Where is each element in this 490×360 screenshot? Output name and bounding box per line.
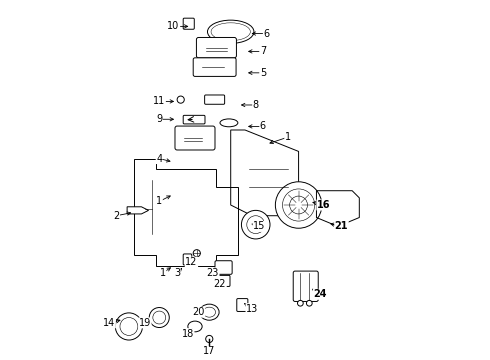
Circle shape bbox=[297, 300, 303, 306]
Circle shape bbox=[193, 249, 200, 257]
Text: 23: 23 bbox=[207, 268, 219, 278]
Text: 3: 3 bbox=[174, 268, 180, 278]
Text: 12: 12 bbox=[185, 257, 197, 267]
Text: 2: 2 bbox=[113, 211, 120, 221]
FancyBboxPatch shape bbox=[175, 126, 215, 150]
Polygon shape bbox=[127, 207, 148, 214]
Circle shape bbox=[115, 313, 143, 340]
Circle shape bbox=[206, 336, 213, 342]
Circle shape bbox=[306, 300, 312, 306]
Text: 17: 17 bbox=[203, 346, 216, 356]
Text: 13: 13 bbox=[246, 303, 258, 314]
Text: 22: 22 bbox=[214, 279, 226, 289]
Text: 5: 5 bbox=[260, 68, 266, 78]
Text: 18: 18 bbox=[182, 329, 194, 339]
Text: 4: 4 bbox=[156, 154, 162, 163]
Text: 15: 15 bbox=[253, 221, 266, 231]
Text: 7: 7 bbox=[260, 46, 266, 57]
Circle shape bbox=[149, 307, 169, 328]
Text: 24: 24 bbox=[313, 289, 327, 299]
Circle shape bbox=[242, 210, 270, 239]
FancyBboxPatch shape bbox=[215, 275, 230, 287]
FancyBboxPatch shape bbox=[215, 261, 232, 274]
FancyBboxPatch shape bbox=[183, 18, 194, 29]
Text: 19: 19 bbox=[139, 318, 151, 328]
Text: 1: 1 bbox=[285, 132, 291, 142]
Ellipse shape bbox=[220, 119, 238, 127]
Text: 6: 6 bbox=[263, 28, 270, 39]
FancyBboxPatch shape bbox=[193, 58, 236, 76]
Text: 20: 20 bbox=[193, 307, 205, 317]
FancyBboxPatch shape bbox=[183, 115, 205, 124]
Text: 8: 8 bbox=[253, 100, 259, 110]
FancyBboxPatch shape bbox=[196, 37, 237, 58]
Circle shape bbox=[275, 182, 322, 228]
Ellipse shape bbox=[207, 20, 254, 43]
Ellipse shape bbox=[199, 304, 219, 320]
Text: 21: 21 bbox=[335, 221, 348, 231]
FancyBboxPatch shape bbox=[205, 95, 224, 104]
Text: 16: 16 bbox=[317, 200, 330, 210]
FancyBboxPatch shape bbox=[183, 254, 192, 265]
Text: 6: 6 bbox=[260, 121, 266, 131]
FancyBboxPatch shape bbox=[293, 271, 318, 301]
Text: 10: 10 bbox=[168, 21, 180, 31]
Circle shape bbox=[177, 96, 184, 103]
Text: 1: 1 bbox=[156, 197, 162, 206]
Text: 1: 1 bbox=[160, 268, 166, 278]
Text: 9: 9 bbox=[156, 114, 162, 124]
Text: 14: 14 bbox=[103, 318, 115, 328]
Text: 11: 11 bbox=[153, 96, 166, 107]
FancyBboxPatch shape bbox=[237, 298, 248, 311]
Ellipse shape bbox=[188, 321, 202, 332]
